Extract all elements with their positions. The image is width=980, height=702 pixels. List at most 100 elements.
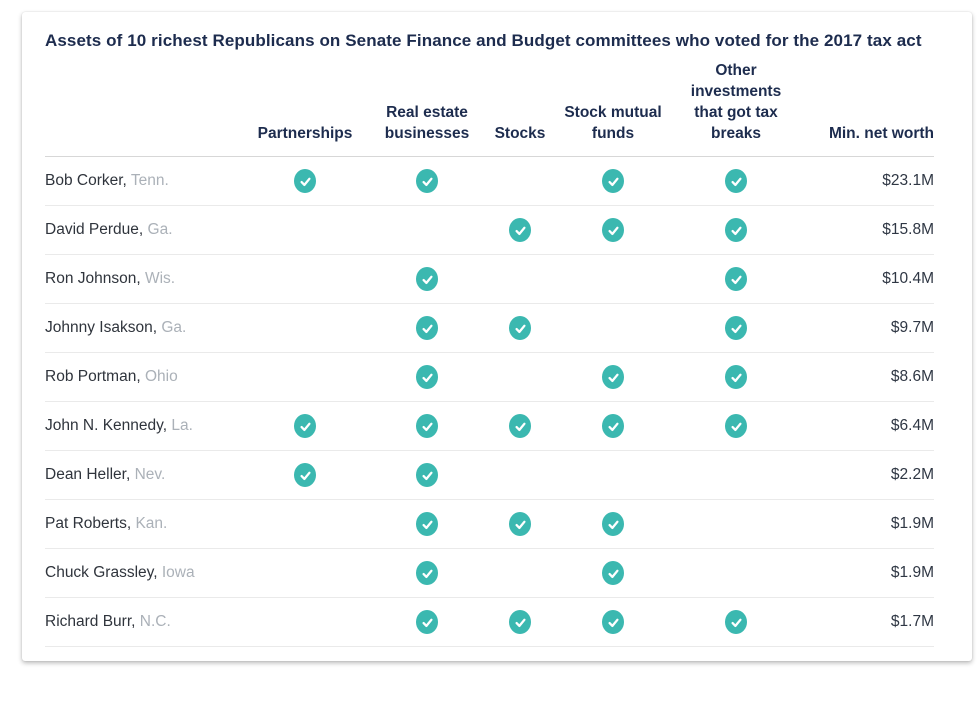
stocks-cell (489, 610, 551, 634)
real-estate-cell (365, 414, 489, 438)
table-header-row: Partnerships Real estate businesses Stoc… (45, 52, 934, 157)
stocks-cell (489, 561, 551, 585)
senator-state: Kan. (135, 515, 168, 532)
net-worth-value: $1.9M (890, 564, 934, 581)
senator-state: Ga. (161, 319, 187, 336)
check-icon (416, 463, 438, 487)
other-investments-cell (675, 316, 797, 340)
senator-name-cell: Bob Corker, Tenn. (45, 172, 245, 190)
header-other-investments: Other investments that got tax breaks (690, 62, 782, 142)
other-investments-cell (675, 463, 797, 487)
partnerships-cell (245, 610, 365, 634)
senator-name: John N. Kennedy, (45, 417, 168, 434)
table-row: Johnny Isakson, Ga. (45, 304, 934, 353)
check-icon (509, 610, 531, 634)
senator-name-cell: Rob Portman, Ohio (45, 368, 245, 386)
header-stock-mutual-funds: Stock mutual funds (564, 104, 662, 142)
header-real-estate: Real estate businesses (384, 104, 470, 142)
other-investments-cell (675, 267, 797, 291)
other-investments-cell (675, 365, 797, 389)
check-icon (725, 169, 747, 193)
net-worth-value: $8.6M (890, 368, 934, 385)
table-row: Richard Burr, N.C. $ (45, 598, 934, 647)
real-estate-cell (365, 169, 489, 193)
check-icon (602, 365, 624, 389)
stocks-cell (489, 218, 551, 242)
senator-name-cell: Dean Heller, Nev. (45, 466, 245, 484)
real-estate-cell (365, 267, 489, 291)
stocks-cell (489, 365, 551, 389)
check-icon (602, 218, 624, 242)
check-icon (294, 463, 316, 487)
senator-name-cell: Pat Roberts, Kan. (45, 515, 245, 533)
check-icon (725, 316, 747, 340)
senator-name-cell: John N. Kennedy, La. (45, 417, 245, 435)
stock-mutual-funds-cell (551, 610, 675, 634)
stock-mutual-funds-cell (551, 414, 675, 438)
stock-mutual-funds-cell (551, 218, 675, 242)
check-icon (294, 414, 316, 438)
stock-mutual-funds-cell (551, 316, 675, 340)
real-estate-cell (365, 463, 489, 487)
check-icon (509, 218, 531, 242)
check-icon (416, 414, 438, 438)
check-icon (602, 414, 624, 438)
net-worth-value: $1.7M (890, 613, 934, 630)
table-body: Bob Corker, Tenn. $2 (45, 157, 934, 647)
senator-state: Iowa (161, 564, 195, 581)
table-row: Dean Heller, Nev. $2 (45, 451, 934, 500)
stocks-cell (489, 463, 551, 487)
check-icon (294, 169, 316, 193)
senator-name-cell: David Perdue, Ga. (45, 221, 245, 239)
stocks-cell (489, 169, 551, 193)
other-investments-cell (675, 169, 797, 193)
partnerships-cell (245, 267, 365, 291)
partnerships-cell (245, 365, 365, 389)
senator-state: N.C. (139, 613, 171, 630)
senator-name-cell: Chuck Grassley, Iowa (45, 564, 245, 582)
net-worth-value: $6.4M (890, 417, 934, 434)
check-icon (416, 512, 438, 536)
senator-name: Ron Johnson, (45, 270, 141, 287)
infographic-card: Assets of 10 richest Republicans on Sena… (22, 12, 972, 661)
real-estate-cell (365, 610, 489, 634)
header-partnerships: Partnerships (257, 125, 353, 142)
check-icon (725, 267, 747, 291)
stocks-cell (489, 316, 551, 340)
real-estate-cell (365, 512, 489, 536)
check-icon (416, 610, 438, 634)
table-row: Ron Johnson, Wis. $1 (45, 255, 934, 304)
stock-mutual-funds-cell (551, 365, 675, 389)
table-row: John N. Kennedy, La. (45, 402, 934, 451)
partnerships-cell (245, 414, 365, 438)
check-icon (416, 169, 438, 193)
stock-mutual-funds-cell (551, 561, 675, 585)
partnerships-cell (245, 169, 365, 193)
partnerships-cell (245, 463, 365, 487)
check-icon (416, 365, 438, 389)
net-worth-value: $10.4M (882, 270, 934, 287)
check-icon (416, 561, 438, 585)
net-worth-value: $2.2M (890, 466, 934, 483)
real-estate-cell (365, 316, 489, 340)
senator-state: Ga. (147, 221, 173, 238)
stock-mutual-funds-cell (551, 169, 675, 193)
senator-name: Johnny Isakson, (45, 319, 158, 336)
stock-mutual-funds-cell (551, 267, 675, 291)
senator-name: Rob Portman, (45, 368, 141, 385)
senator-name: Chuck Grassley, (45, 564, 158, 581)
senator-name: Bob Corker, (45, 172, 127, 189)
check-icon (725, 365, 747, 389)
check-icon (602, 561, 624, 585)
header-min-net-worth: Min. net worth (828, 125, 934, 142)
check-icon (509, 316, 531, 340)
other-investments-cell (675, 610, 797, 634)
check-icon (725, 610, 747, 634)
senator-name: Richard Burr, (45, 613, 136, 630)
check-icon (416, 316, 438, 340)
check-icon (602, 512, 624, 536)
other-investments-cell (675, 218, 797, 242)
net-worth-value: $23.1M (882, 172, 934, 189)
senator-state: Wis. (144, 270, 176, 287)
senator-state: Nev. (134, 466, 166, 483)
